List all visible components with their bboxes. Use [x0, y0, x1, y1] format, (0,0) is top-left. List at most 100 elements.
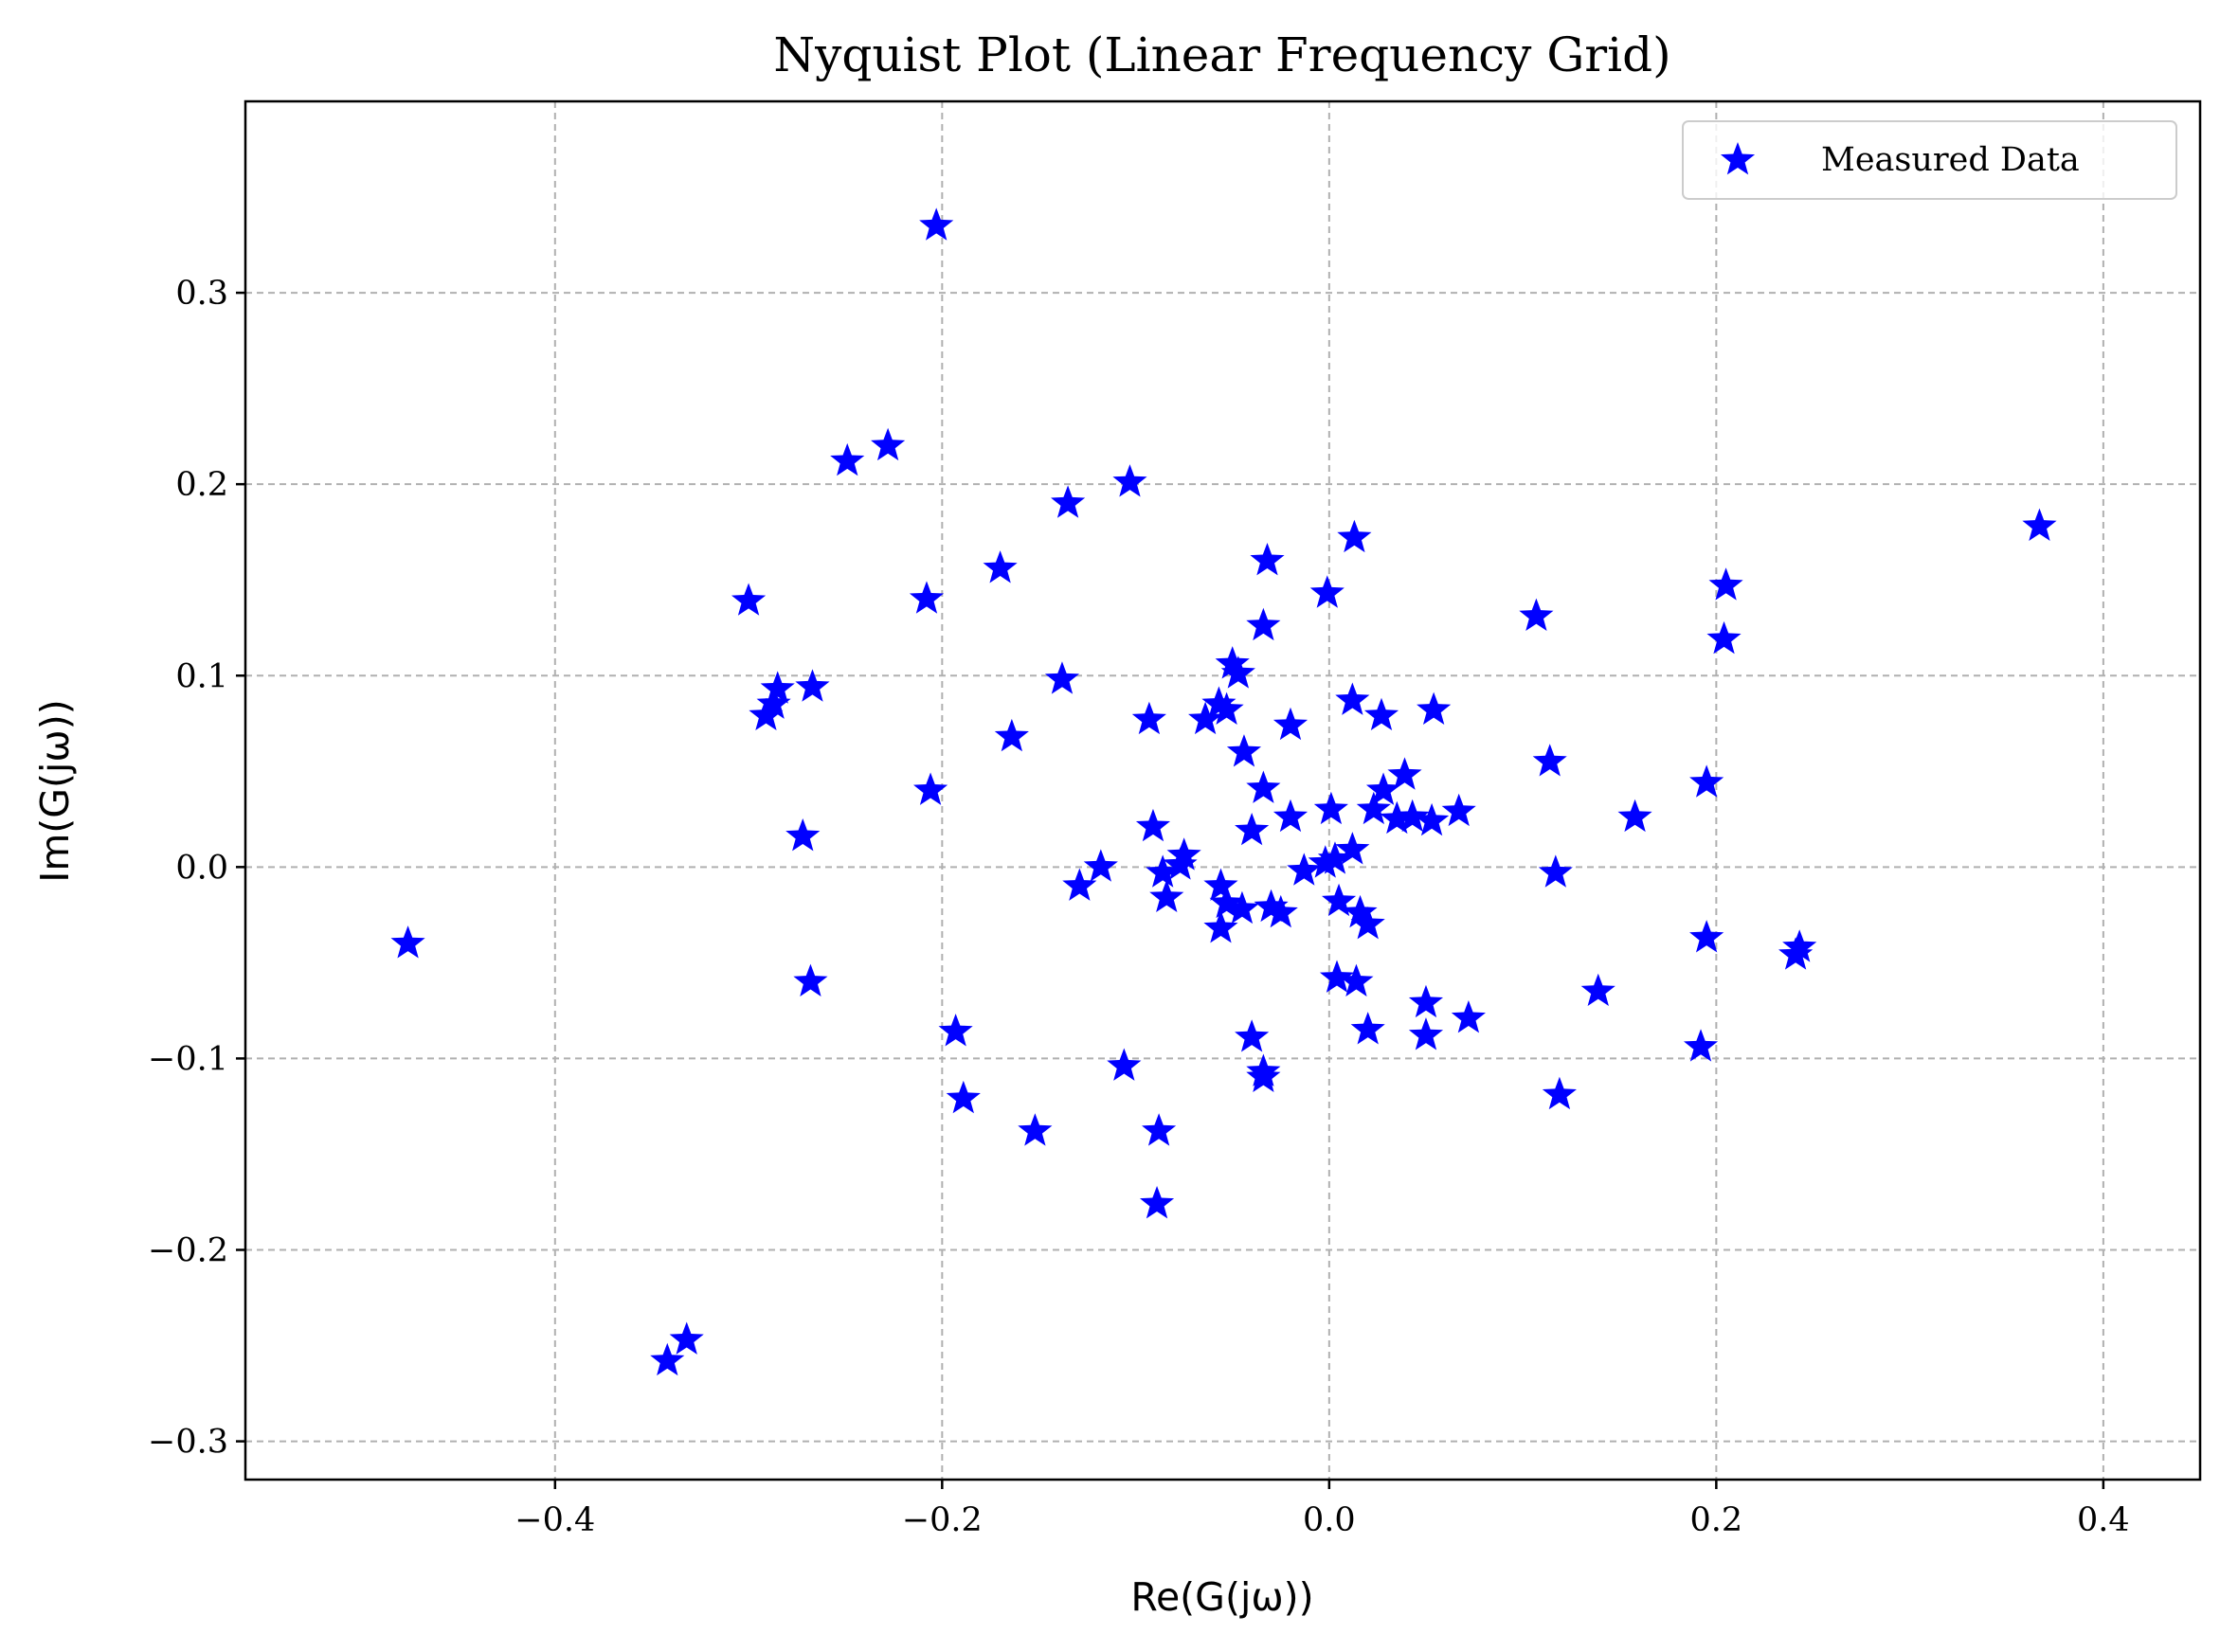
data-point	[1519, 598, 1554, 631]
data-point	[1131, 701, 1166, 735]
data-point	[1203, 910, 1238, 943]
y-tick-label: −0.1	[148, 1040, 228, 1078]
data-point	[390, 925, 425, 959]
data-point	[1142, 1113, 1177, 1146]
x-tick-label: 0.0	[1303, 1501, 1356, 1539]
data-point	[1254, 889, 1289, 923]
data-point	[1782, 929, 1817, 962]
data-point	[1201, 686, 1236, 719]
data-point	[1112, 464, 1147, 497]
legend-box	[1682, 120, 2177, 200]
data-point	[1062, 868, 1097, 901]
data-point	[1350, 1012, 1385, 1045]
data-point	[1235, 812, 1270, 846]
data-point	[1226, 734, 1262, 767]
data-point	[1356, 791, 1391, 825]
data-point	[1166, 837, 1201, 871]
y-tick-label: 0.2	[175, 466, 228, 504]
data-point	[1209, 691, 1244, 725]
data-point	[1335, 682, 1370, 715]
data-point	[1235, 1019, 1270, 1052]
data-points	[390, 207, 2057, 1376]
data-point	[760, 671, 795, 704]
data-point	[1415, 802, 1450, 836]
grid-lines	[245, 101, 2200, 1480]
data-point	[1417, 691, 1452, 725]
data-point	[1139, 1186, 1175, 1219]
y-tick-label: 0.1	[175, 657, 228, 695]
data-point	[749, 697, 784, 731]
data-point	[1149, 879, 1184, 913]
data-point	[1538, 854, 1573, 888]
data-point	[1441, 793, 1476, 827]
data-point	[1188, 701, 1223, 735]
data-point	[1107, 1048, 1142, 1081]
data-point	[1209, 885, 1244, 919]
data-point	[1215, 646, 1250, 679]
legend-star-icon	[1720, 142, 1756, 175]
data-point	[1451, 999, 1486, 1033]
data-point	[871, 427, 906, 461]
data-point	[1135, 808, 1171, 842]
data-point	[1706, 620, 1742, 655]
y-tick-label: 0.0	[175, 849, 228, 887]
x-axis-label: Re(G(jω))	[1130, 1574, 1313, 1620]
data-point	[909, 581, 945, 614]
y-tick-label: 0.3	[175, 275, 228, 313]
data-point	[1689, 764, 1724, 798]
legend: Measured Data	[1682, 120, 2177, 200]
data-point	[1408, 984, 1444, 1018]
data-point	[1246, 770, 1281, 803]
data-point	[938, 1014, 973, 1047]
x-tick-label: −0.2	[902, 1501, 983, 1539]
data-point	[1337, 519, 1372, 553]
data-point	[1319, 960, 1355, 993]
data-point	[1408, 1017, 1444, 1050]
data-point	[1387, 757, 1422, 790]
data-point	[793, 963, 828, 997]
y-tick-label: −0.2	[148, 1232, 228, 1270]
data-point	[1365, 772, 1401, 805]
data-point	[1778, 937, 1814, 970]
data-point	[1321, 883, 1357, 917]
data-point	[1250, 543, 1285, 576]
chart-title: Nyquist Plot (Linear Frequency Grid)	[773, 27, 1670, 82]
x-tick-label: 0.2	[1690, 1501, 1743, 1539]
data-point	[1309, 575, 1345, 608]
data-point	[919, 207, 954, 241]
x-tick-label: 0.4	[2077, 1501, 2130, 1539]
axis-ticks: −0.4 −0.2 0.0 0.2 0.4 −0.3 −0.2 −0.1 0.0 0.1 0.2 0.…	[148, 275, 2130, 1539]
data-point	[1580, 973, 1615, 1007]
data-point	[1203, 868, 1238, 901]
data-point	[1163, 847, 1198, 880]
data-point	[1044, 661, 1080, 694]
data-point	[731, 583, 767, 616]
data-point	[785, 818, 821, 852]
plot-frame	[244, 99, 2202, 1481]
data-point	[1146, 854, 1181, 888]
data-point	[1018, 1113, 1053, 1146]
data-point	[1272, 799, 1309, 833]
data-point	[1339, 963, 1374, 997]
data-point	[1083, 849, 1118, 882]
data-point	[669, 1321, 704, 1355]
data-point	[1363, 697, 1399, 731]
data-point	[1051, 485, 1086, 518]
data-point	[1350, 906, 1385, 940]
data-point	[1542, 1076, 1577, 1110]
data-point	[650, 1342, 685, 1376]
data-point	[983, 550, 1018, 584]
data-point	[1308, 845, 1343, 878]
data-point	[1246, 1059, 1281, 1092]
y-axis-label: Im(G(jω))	[32, 699, 78, 883]
data-point	[1380, 800, 1415, 835]
legend-label: Measured Data	[1821, 141, 2080, 179]
data-point	[756, 686, 791, 719]
data-point	[2022, 508, 2057, 541]
data-point	[994, 718, 1029, 752]
data-point	[1395, 799, 1430, 833]
data-point	[1313, 791, 1348, 825]
data-point	[1246, 607, 1281, 641]
data-point	[1287, 853, 1322, 886]
